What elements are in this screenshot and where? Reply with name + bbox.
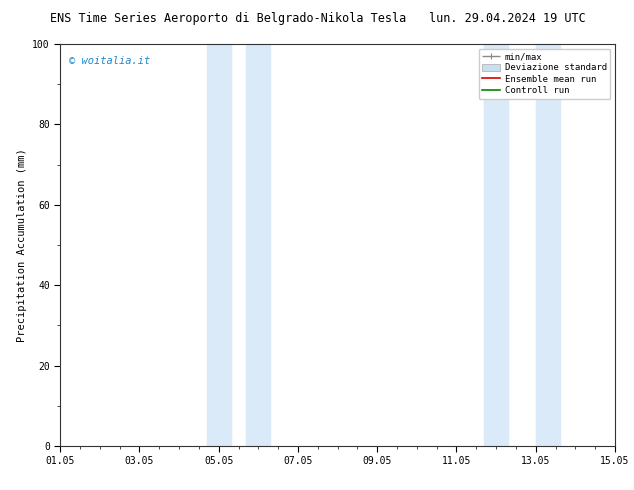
Bar <box>484 44 508 446</box>
Text: lun. 29.04.2024 19 UTC: lun. 29.04.2024 19 UTC <box>429 12 586 25</box>
Bar <box>207 44 231 446</box>
Bar <box>536 44 559 446</box>
Y-axis label: Precipitation Accumulation (mm): Precipitation Accumulation (mm) <box>16 148 27 342</box>
Legend: min/max, Deviazione standard, Ensemble mean run, Controll run: min/max, Deviazione standard, Ensemble m… <box>479 49 611 98</box>
Text: ENS Time Series Aeroporto di Belgrado-Nikola Tesla: ENS Time Series Aeroporto di Belgrado-Ni… <box>50 12 406 25</box>
Bar <box>247 44 270 446</box>
Text: © woitalia.it: © woitalia.it <box>68 56 150 66</box>
